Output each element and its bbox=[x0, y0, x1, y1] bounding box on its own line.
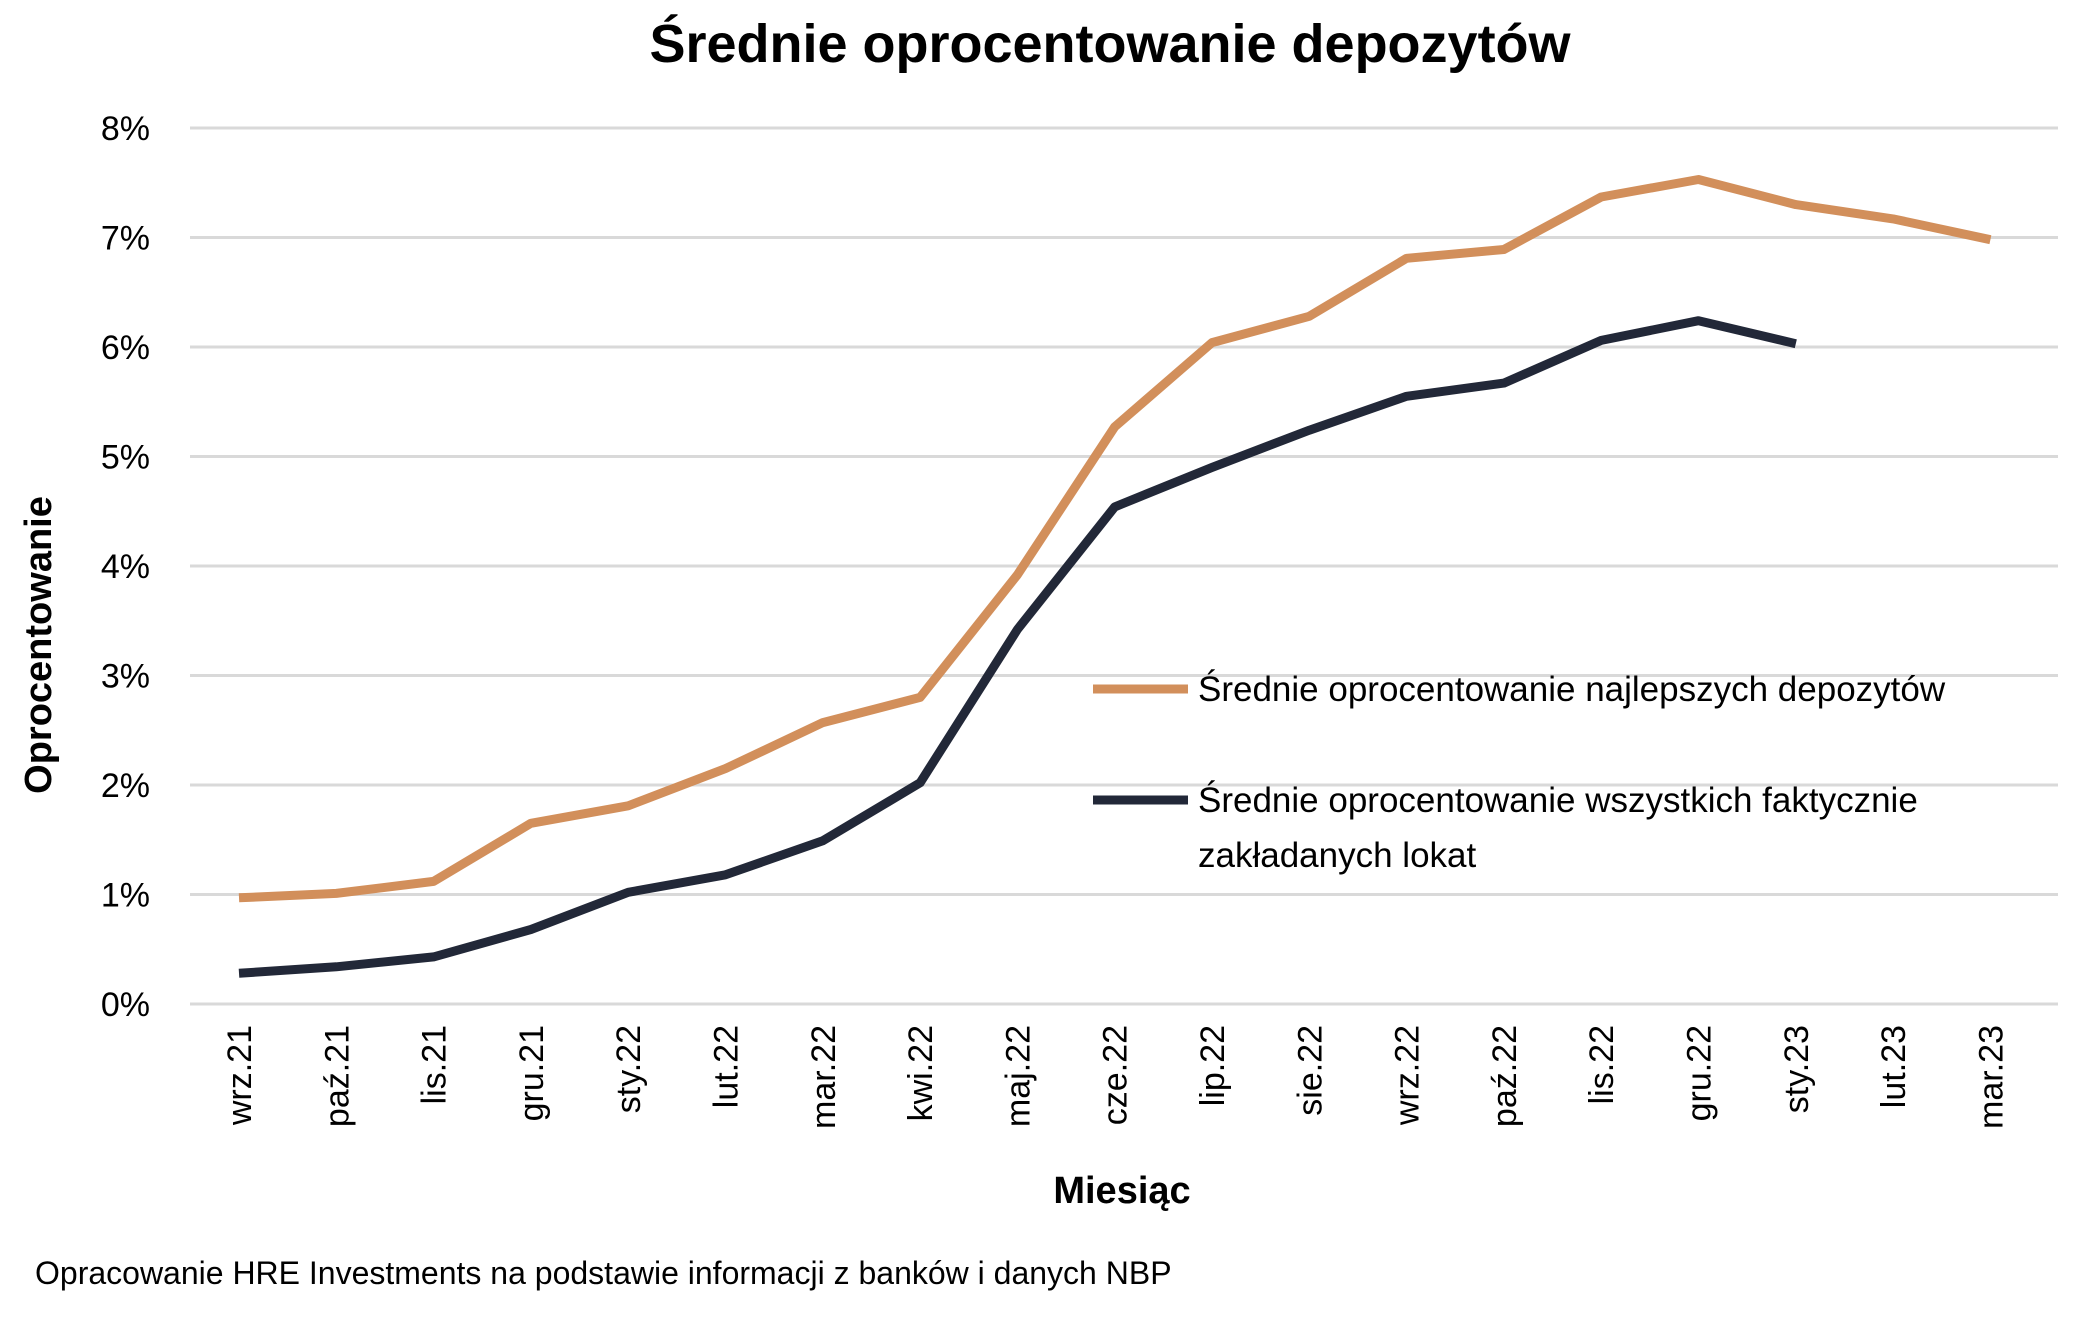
x-tick-label: gru.22 bbox=[1681, 1025, 1719, 1121]
x-tick-label: wrz.22 bbox=[1389, 1025, 1427, 1126]
x-axis-title: Miesiąc bbox=[1053, 1170, 1190, 1212]
y-tick-label: 0% bbox=[101, 986, 150, 1024]
x-tick-label: sty.23 bbox=[1778, 1025, 1816, 1113]
y-axis-title: Oprocentowanie bbox=[18, 496, 60, 794]
y-axis-ticks: 0% 1% 2% 3% 4% 5% 6% 7% 8% bbox=[101, 110, 150, 1024]
series-lines bbox=[238, 175, 1992, 978]
y-tick-label: 5% bbox=[101, 439, 150, 477]
series-line-1 bbox=[238, 175, 1992, 903]
x-tick-label: lut.23 bbox=[1875, 1025, 1913, 1108]
y-tick-label: 3% bbox=[101, 658, 150, 696]
x-tick-label: wrz.21 bbox=[221, 1025, 259, 1126]
x-tick-label: gru.21 bbox=[513, 1025, 551, 1121]
x-tick-label: kwi.22 bbox=[902, 1025, 940, 1121]
x-tick-label: sie.22 bbox=[1291, 1025, 1329, 1116]
series-line-2 bbox=[238, 316, 1797, 978]
x-axis-ticks: wrz.21 paź.21 lis.21 gru.21 sty.22 lut.22 mar.… bbox=[221, 1025, 2010, 1129]
legend: Średnie oprocentowanie najlepszych depoz… bbox=[1093, 669, 1946, 875]
legend-label-1: Średnie oprocentowanie najlepszych depoz… bbox=[1198, 669, 1946, 709]
chart-title: Średnie oprocentowanie depozytów bbox=[649, 14, 1571, 74]
x-tick-label: maj.22 bbox=[999, 1025, 1037, 1127]
x-tick-label: paź.22 bbox=[1486, 1025, 1524, 1127]
y-tick-label: 1% bbox=[101, 877, 150, 915]
legend-label-2: zakładanych lokat bbox=[1198, 836, 1476, 875]
x-tick-label: mar.22 bbox=[805, 1025, 843, 1129]
y-tick-label: 4% bbox=[101, 548, 150, 586]
x-tick-label: lut.22 bbox=[708, 1025, 746, 1108]
y-tick-label: 6% bbox=[101, 329, 150, 367]
x-tick-label: lis.22 bbox=[1583, 1025, 1621, 1104]
x-tick-label: sty.22 bbox=[610, 1025, 648, 1113]
x-tick-label: paź.21 bbox=[318, 1025, 356, 1127]
x-tick-label: cze.22 bbox=[1097, 1025, 1135, 1125]
source-note: Opracowanie HRE Investments na podstawie… bbox=[35, 1255, 1172, 1291]
x-tick-label: lis.21 bbox=[416, 1025, 454, 1104]
gridlines bbox=[190, 126, 2058, 1006]
y-tick-label: 7% bbox=[101, 220, 150, 258]
y-tick-label: 2% bbox=[101, 767, 150, 805]
legend-label-2: Średnie oprocentowanie wszystkich faktyc… bbox=[1198, 780, 1918, 820]
x-tick-label: lip.22 bbox=[1194, 1025, 1232, 1106]
x-tick-label: mar.23 bbox=[1972, 1025, 2010, 1129]
y-tick-label: 8% bbox=[101, 110, 150, 148]
